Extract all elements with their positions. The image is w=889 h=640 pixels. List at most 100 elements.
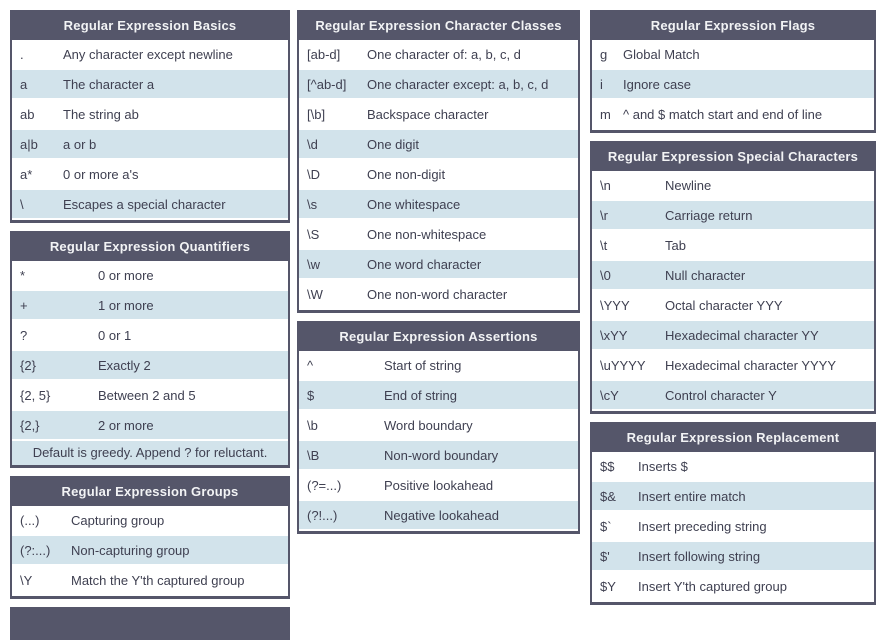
column-left: Regular Expression Basics. Any character …	[10, 10, 290, 640]
pattern-cell: \w	[307, 256, 320, 272]
description-cell: Negative lookahead	[384, 507, 499, 523]
description-cell: Escapes a special character	[63, 196, 226, 212]
pattern-cell: \D	[307, 166, 320, 182]
pattern-cell: $&	[600, 488, 616, 504]
table-row: (...) Capturing group	[12, 506, 288, 536]
table-row: . Any character except newline	[12, 40, 288, 70]
pattern-cell: \t	[600, 237, 608, 253]
table-row: \b Word boundary	[299, 411, 578, 441]
description-cell: 2 or more	[98, 417, 154, 433]
table-title: Regular Expression Quantifiers	[12, 233, 288, 261]
regex-table-special-characters: Regular Expression Special Characters \n N…	[590, 141, 876, 414]
table-title: Regular Expression Basics	[12, 12, 288, 40]
pattern-cell: \s	[307, 196, 318, 212]
table-title: Regular Expression Assertions	[299, 323, 578, 351]
table-row: \t Tab	[592, 231, 874, 261]
description-cell: Insert preceding string	[638, 518, 767, 534]
table-row: (?:...) Non-capturing group	[12, 536, 288, 566]
table-row: {2,} 2 or more	[12, 411, 288, 441]
table-row: \W One non-word character	[299, 280, 578, 310]
table-row: (?=...) Positive lookahead	[299, 471, 578, 501]
table-row: \D One non-digit	[299, 160, 578, 190]
table-title: Regular Expression Special Characters	[592, 143, 874, 171]
pattern-cell: +	[20, 297, 28, 313]
table-row: g Global Match	[592, 40, 874, 70]
description-cell: a or b	[63, 136, 97, 152]
description-cell: One non-word character	[367, 286, 508, 302]
table-row: (?!...) Negative lookahead	[299, 501, 578, 531]
regex-table-flags: Regular Expression Flags g Global Match i Ig…	[590, 10, 876, 133]
pattern-cell: ^	[307, 357, 314, 373]
regex-table-partial	[10, 607, 290, 640]
table-row: \B Non-word boundary	[299, 441, 578, 471]
pattern-cell: {2,}	[20, 417, 40, 433]
pattern-cell: a	[20, 76, 28, 92]
table-row: * 0 or more	[12, 261, 288, 291]
table-row: \cY Control character Y	[592, 381, 874, 411]
table-row: a* 0 or more a's	[12, 160, 288, 190]
pattern-cell: (?:...)	[20, 542, 51, 558]
table-title: Regular Expression Replacement	[592, 424, 874, 452]
description-cell: Between 2 and 5	[98, 387, 196, 403]
description-cell: Non-capturing group	[71, 542, 190, 558]
pattern-cell: \YYY	[600, 297, 630, 313]
description-cell: Carriage return	[665, 207, 753, 223]
regex-table-character-classes: Regular Expression Character Classes [ab-…	[297, 10, 580, 313]
regex-table-replacement: Regular Expression Replacement $$ Inserts …	[590, 422, 876, 605]
description-cell: ^ and $ match start and end of line	[623, 106, 823, 122]
pattern-cell: \S	[307, 226, 320, 242]
pattern-cell: (?=...)	[307, 477, 342, 493]
description-cell: Newline	[665, 177, 712, 193]
description-cell: Ignore case	[623, 76, 691, 92]
table-row: ab The string ab	[12, 100, 288, 130]
table-row: i Ignore case	[592, 70, 874, 100]
regex-table-quantifiers: Regular Expression Quantifiers * 0 or more…	[10, 231, 290, 468]
table-row: \s One whitespace	[299, 190, 578, 220]
table-title: Regular Expression Character Classes	[299, 12, 578, 40]
description-cell: Word boundary	[384, 417, 473, 433]
table-row: \0 Null character	[592, 261, 874, 291]
table-row: \d One digit	[299, 130, 578, 160]
pattern-cell: \d	[307, 136, 318, 152]
table-row: $Y Insert Y'th captured group	[592, 572, 874, 602]
table-row: {2} Exactly 2	[12, 351, 288, 381]
table-row: [^ab-d] One character except: a, b, c, d	[299, 70, 578, 100]
description-cell: Octal character YYY	[665, 297, 783, 313]
table-row: $$ Inserts $	[592, 452, 874, 482]
pattern-cell: .	[20, 46, 24, 62]
table-footer-note: Default is greedy. Append ? for reluctan…	[12, 441, 288, 465]
description-cell: Start of string	[384, 357, 462, 373]
regex-table-basics: Regular Expression Basics. Any character …	[10, 10, 290, 223]
description-cell: Insert Y'th captured group	[638, 578, 787, 594]
table-title	[12, 609, 288, 637]
description-cell: Match the Y'th captured group	[71, 572, 245, 588]
table-title: Regular Expression Flags	[592, 12, 874, 40]
table-row: ^ Start of string	[299, 351, 578, 381]
pattern-cell: \r	[600, 207, 608, 223]
table-row: $& Insert entire match	[592, 482, 874, 512]
column-right: Regular Expression Flags g Global Match i Ig…	[590, 10, 876, 613]
table-row: m ^ and $ match start and end of line	[592, 100, 874, 130]
pattern-cell: i	[600, 76, 603, 92]
description-cell: The character a	[63, 76, 155, 92]
pattern-cell: \0	[600, 267, 611, 283]
pattern-cell: \B	[307, 447, 320, 463]
description-cell: Capturing group	[71, 512, 165, 528]
regex-cheatsheet-page: { "theme": { "header_bg": "#55566a", "he…	[10, 10, 876, 640]
description-cell: One word character	[367, 256, 482, 272]
description-cell: 1 or more	[98, 297, 154, 313]
table-row: +1 or more	[12, 291, 288, 321]
pattern-cell: a*	[20, 166, 33, 182]
description-cell: One non-digit	[367, 166, 446, 182]
table-row: [ab-d] One character of: a, b, c, d	[299, 40, 578, 70]
pattern-cell: m	[600, 106, 611, 122]
table-row: \YYY Octal character YYY	[592, 291, 874, 321]
description-cell: Global Match	[623, 46, 700, 62]
description-cell: Control character Y	[665, 387, 777, 403]
table-title: Regular Expression Groups	[12, 478, 288, 506]
table-row: \S One non-whitespace	[299, 220, 578, 250]
pattern-cell: [\b]	[307, 106, 326, 122]
description-cell: Exactly 2	[98, 357, 151, 373]
pattern-cell: \W	[307, 286, 323, 302]
